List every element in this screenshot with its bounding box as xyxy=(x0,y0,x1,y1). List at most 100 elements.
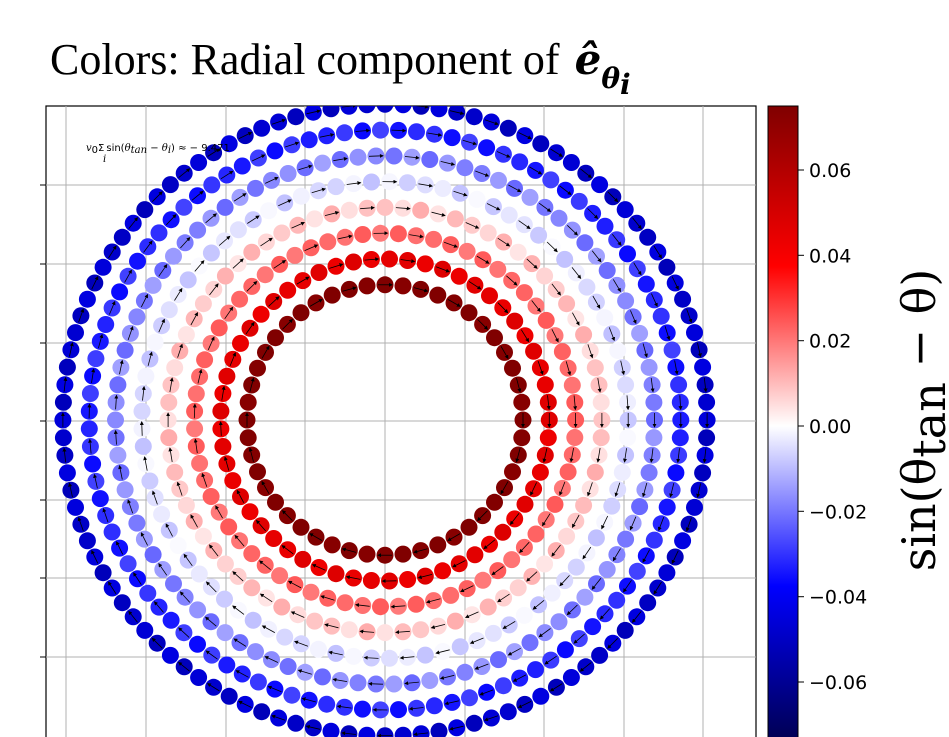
scatter-point xyxy=(314,668,331,686)
scatter-point xyxy=(376,198,394,216)
velocity-arrow xyxy=(573,633,585,644)
velocity-arrow xyxy=(165,523,173,537)
velocity-arrow xyxy=(251,154,266,162)
scatter-point xyxy=(67,498,84,516)
velocity-arrow xyxy=(236,489,245,503)
scatter-point xyxy=(186,420,204,438)
sum-index-label: i xyxy=(103,154,106,165)
scatter-point xyxy=(694,464,712,482)
scatter-point xyxy=(537,311,555,329)
scatter-point xyxy=(698,393,716,411)
scatter-point xyxy=(323,286,341,304)
scatter-point xyxy=(220,518,238,536)
scatter-point xyxy=(161,646,179,664)
velocity-arrow xyxy=(601,515,609,530)
velocity-arrow xyxy=(676,448,681,463)
scatter-point xyxy=(253,119,271,137)
velocity-arrow xyxy=(298,164,313,171)
scatter-point xyxy=(640,464,658,482)
velocity-arrow xyxy=(516,378,522,393)
scatter-point xyxy=(336,124,353,142)
scatter-point xyxy=(376,106,394,113)
velocity-arrow xyxy=(192,403,197,419)
velocity-arrow xyxy=(559,185,572,195)
scatter-point xyxy=(202,488,220,505)
scatter-point xyxy=(119,555,137,573)
scatter-point xyxy=(273,224,291,242)
scatter-point xyxy=(425,230,443,248)
velocity-arrow xyxy=(486,203,501,211)
scatter-point xyxy=(265,530,283,547)
scatter-point xyxy=(499,119,517,137)
velocity-arrow xyxy=(642,343,648,358)
velocity-arrow xyxy=(259,560,271,571)
velocity-arrow xyxy=(177,343,183,358)
velocity-arrow xyxy=(209,283,219,296)
velocity-arrow xyxy=(630,310,637,325)
velocity-arrow xyxy=(651,293,658,308)
scatter-point xyxy=(97,316,115,333)
velocity-arrow xyxy=(119,359,124,375)
velocity-arrow xyxy=(158,318,165,333)
scatter-point xyxy=(210,319,228,337)
scatter-point xyxy=(596,309,614,327)
velocity-arrow xyxy=(573,395,578,411)
velocity-arrow xyxy=(336,704,352,709)
velocity-arrow xyxy=(591,577,602,590)
velocity-arrow xyxy=(657,517,665,532)
scatter-point xyxy=(218,656,236,674)
velocity-arrow xyxy=(477,319,489,330)
scatter-point xyxy=(247,179,264,197)
scatter-point xyxy=(189,635,206,653)
velocity-arrow xyxy=(128,217,138,229)
velocity-arrow xyxy=(201,472,208,487)
scatter-point xyxy=(645,393,663,411)
velocity-arrow xyxy=(261,345,270,359)
scatter-point xyxy=(394,277,412,295)
scatter-point xyxy=(165,575,182,593)
velocity-arrow xyxy=(427,132,443,137)
velocity-arrow xyxy=(497,302,509,314)
velocity-arrow xyxy=(544,655,557,665)
velocity-arrow xyxy=(360,205,375,210)
velocity-arrow xyxy=(518,132,532,140)
scatter-point xyxy=(399,571,417,588)
velocity-arrow xyxy=(220,170,234,180)
velocity-arrow xyxy=(531,300,541,313)
scatter-point xyxy=(279,165,297,182)
scatter-point xyxy=(300,131,318,149)
scatter-point xyxy=(434,562,452,580)
velocity-arrow xyxy=(207,148,221,157)
scatter-point xyxy=(287,108,305,126)
scatter-point xyxy=(546,495,564,513)
velocity-arrow xyxy=(582,546,592,560)
velocity-arrow xyxy=(447,299,461,307)
scatter-point xyxy=(421,151,439,168)
velocity-arrow xyxy=(546,241,558,253)
scatter-point xyxy=(318,695,336,713)
scatter-point xyxy=(166,359,184,377)
velocity-arrow xyxy=(608,327,616,342)
velocity-arrow xyxy=(572,312,580,326)
velocity-arrow xyxy=(190,514,198,528)
scatter-point xyxy=(539,429,557,447)
scatter-point xyxy=(486,329,503,347)
velocity-arrow xyxy=(118,465,123,480)
velocity-arrow xyxy=(408,706,424,711)
scatter-point xyxy=(616,201,634,219)
velocity-arrow xyxy=(98,333,104,349)
scatter-point xyxy=(256,266,274,284)
velocity-arrow xyxy=(529,166,543,175)
velocity-arrow xyxy=(479,689,494,696)
scatter-point xyxy=(179,271,197,289)
velocity-arrow xyxy=(542,513,551,527)
velocity-arrow xyxy=(702,448,707,464)
scatter-point xyxy=(617,376,635,394)
velocity-arrow xyxy=(587,344,594,359)
scatter-point xyxy=(354,700,371,718)
scatter-point xyxy=(616,621,634,639)
velocity-arrow xyxy=(221,385,226,401)
scatter-point xyxy=(137,367,155,385)
scatter-point xyxy=(658,258,676,276)
scatter-point xyxy=(116,481,134,499)
